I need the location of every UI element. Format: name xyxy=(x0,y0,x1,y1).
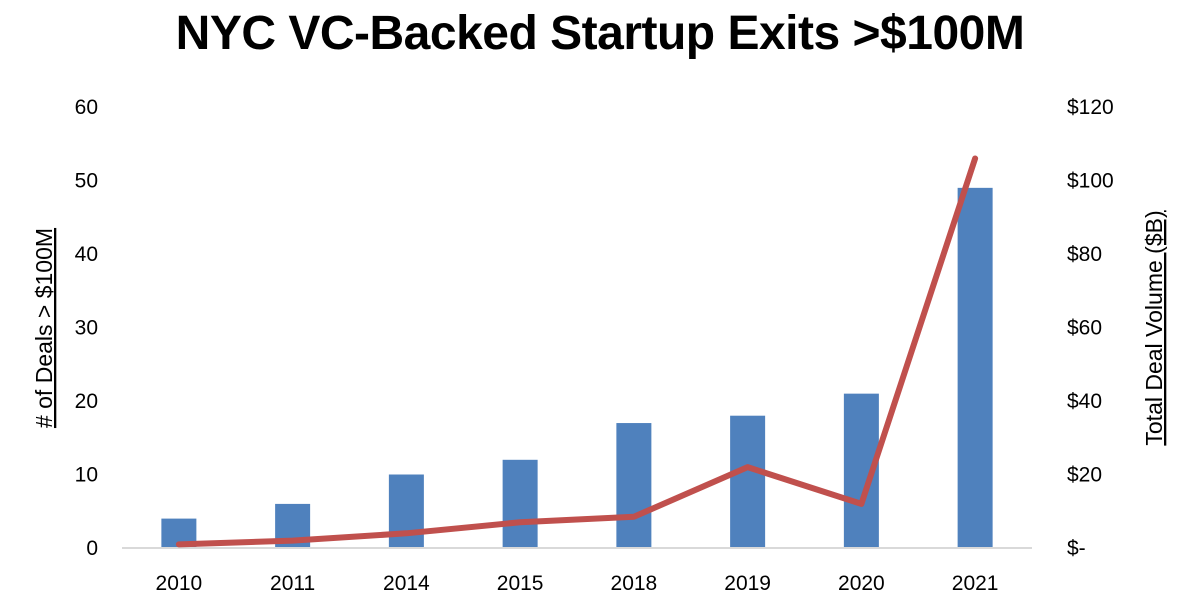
y-right-tick-label: $20 xyxy=(1067,464,1102,487)
y-right-axis: $- $20 $40 $60 $80 $100 $120 xyxy=(1067,96,1114,560)
x-axis: 2010 2011 2014 2015 2018 2019 2020 2021 xyxy=(156,572,999,595)
bar xyxy=(502,459,538,548)
x-tick-label: 2014 xyxy=(383,572,430,595)
y-left-axis-title: # of Deals > $100M xyxy=(31,228,57,428)
x-tick-label: 2021 xyxy=(952,572,999,595)
x-tick-label: 2020 xyxy=(838,572,885,595)
bar-series xyxy=(161,187,993,548)
y-left-axis: 0 10 20 30 40 50 60 xyxy=(75,96,98,560)
y-left-tick-label: 20 xyxy=(75,390,98,413)
y-left-tick-label: 40 xyxy=(75,243,98,266)
x-tick-label: 2011 xyxy=(270,572,315,595)
line-series xyxy=(175,155,979,548)
bar xyxy=(957,187,993,548)
y-left-tick-label: 0 xyxy=(86,537,98,560)
bar xyxy=(730,415,766,548)
y-right-tick-label: $40 xyxy=(1067,390,1102,413)
y-right-tick-label: $60 xyxy=(1067,317,1102,340)
x-tick-label: 2010 xyxy=(156,572,203,595)
y-right-tick-label: $- xyxy=(1067,537,1086,560)
y-left-tick-label: 60 xyxy=(75,96,98,119)
y-right-axis-title: Total Deal Volume ($B) xyxy=(1141,210,1167,445)
bar xyxy=(616,423,652,548)
y-left-tick-label: 30 xyxy=(75,317,98,340)
y-right-tick-label: $120 xyxy=(1067,96,1114,119)
y-left-tick-label: 50 xyxy=(75,170,98,193)
y-right-tick-label: $100 xyxy=(1067,170,1114,193)
x-tick-label: 2018 xyxy=(611,572,658,595)
y-left-tick-label: 10 xyxy=(75,464,98,487)
chart-title: NYC VC-Backed Startup Exits >$100M xyxy=(175,7,1025,60)
x-tick-label: 2015 xyxy=(497,572,544,595)
y-right-tick-label: $80 xyxy=(1067,243,1102,266)
x-tick-label: 2019 xyxy=(724,572,771,595)
